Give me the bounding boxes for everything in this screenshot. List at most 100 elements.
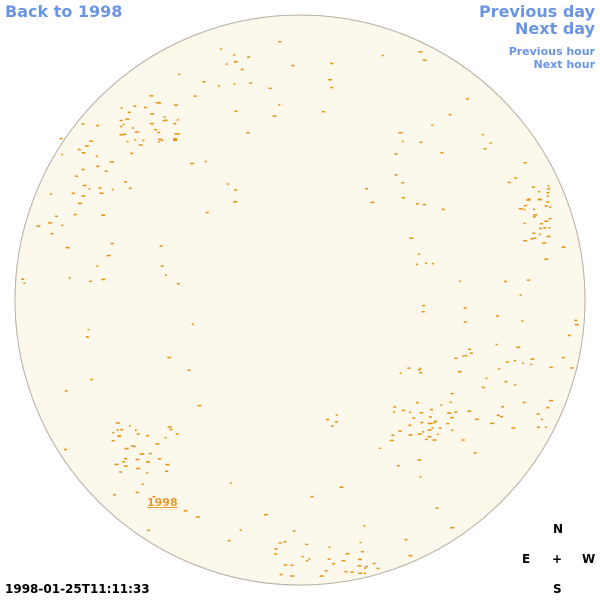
feature [532, 216, 536, 218]
feature [272, 115, 277, 117]
feature [446, 422, 450, 425]
feature [328, 78, 333, 81]
feature [23, 282, 26, 284]
feature [419, 412, 423, 414]
feature [174, 104, 179, 106]
feature [518, 208, 523, 210]
feature-contours [21, 41, 579, 577]
feature [120, 107, 123, 109]
feature [418, 51, 423, 53]
feature [176, 282, 180, 285]
feature [290, 575, 295, 577]
feature [409, 237, 414, 239]
feature [372, 562, 376, 565]
feature [48, 222, 53, 224]
feature [473, 452, 477, 454]
feature [175, 433, 179, 435]
feature [505, 361, 509, 363]
feature [419, 141, 423, 144]
feature [193, 95, 197, 97]
feature [341, 559, 346, 562]
feature [148, 452, 152, 455]
feature [61, 153, 64, 156]
feature [434, 420, 438, 423]
feature [292, 530, 296, 532]
feature [226, 183, 229, 185]
feature [120, 125, 123, 128]
feature [133, 105, 137, 107]
feature [523, 204, 527, 207]
feature [89, 140, 94, 142]
feature [308, 558, 311, 560]
compass-west: W [582, 552, 596, 566]
feature [381, 54, 384, 57]
feature [234, 189, 238, 191]
year-link[interactable]: 1998 [147, 496, 178, 509]
feature [147, 529, 151, 532]
feature [279, 573, 283, 576]
feature [21, 278, 25, 280]
feature [431, 263, 434, 265]
feature [124, 457, 128, 460]
feature [278, 41, 282, 43]
feature [364, 187, 368, 190]
feature [357, 565, 362, 567]
timestamp: 1998-01-25T11:11:33 [5, 582, 150, 596]
feature [466, 98, 470, 100]
feature [561, 246, 566, 248]
feature [306, 559, 309, 562]
feature [441, 208, 445, 211]
feature [549, 206, 552, 208]
feature [128, 187, 132, 190]
feature [128, 425, 131, 427]
feature [450, 392, 454, 395]
feature [126, 140, 129, 143]
feature [319, 575, 324, 577]
feature [197, 404, 202, 407]
feature [415, 263, 418, 266]
feature [305, 543, 309, 546]
back-link[interactable]: Back to 1998 [5, 2, 123, 21]
feature [489, 142, 492, 144]
previous-hour-link[interactable]: Previous hour [508, 45, 595, 58]
feature [490, 422, 495, 425]
feature [115, 422, 120, 424]
feature [85, 336, 89, 338]
feature [233, 61, 238, 63]
feature [379, 447, 382, 450]
feature [61, 224, 64, 227]
feature [149, 122, 154, 125]
feature [345, 552, 350, 555]
feature [176, 119, 179, 121]
previous-day-link[interactable]: Previous day [478, 2, 595, 21]
feature [463, 321, 467, 323]
feature [133, 445, 136, 448]
feature [77, 148, 81, 151]
feature [101, 214, 106, 216]
feature [548, 217, 552, 220]
feature [87, 328, 90, 331]
feature [325, 418, 329, 421]
feature [364, 567, 367, 569]
next-hour-link[interactable]: Next hour [533, 58, 596, 71]
feature [81, 195, 86, 197]
feature [542, 242, 547, 244]
feature [401, 197, 405, 199]
feature [90, 378, 94, 381]
feature [164, 470, 168, 473]
feature [165, 463, 170, 466]
feature [101, 278, 106, 281]
feature [164, 274, 167, 276]
feature [548, 226, 551, 229]
feature [55, 215, 59, 217]
compass-north: N [553, 522, 564, 536]
feature [130, 152, 134, 155]
next-day-link[interactable]: Next day [515, 19, 595, 38]
feature [141, 483, 144, 486]
feature [89, 280, 93, 283]
feature [274, 548, 278, 550]
feature [283, 564, 287, 566]
feature [422, 431, 425, 433]
